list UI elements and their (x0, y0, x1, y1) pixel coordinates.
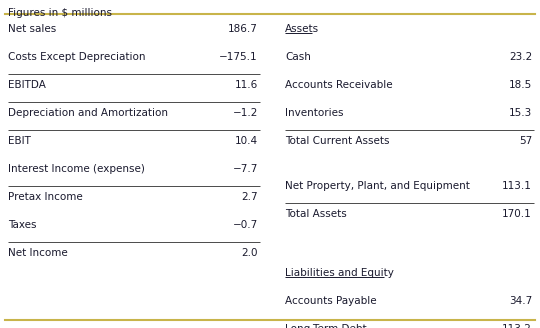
Text: Total Current Assets: Total Current Assets (285, 136, 389, 146)
Text: 23.2: 23.2 (509, 52, 532, 62)
Text: 113.1: 113.1 (502, 181, 532, 191)
Text: 15.3: 15.3 (509, 108, 532, 118)
Text: 57: 57 (519, 136, 532, 146)
Text: Assets: Assets (285, 24, 319, 34)
Text: Cash: Cash (285, 52, 311, 62)
Text: −175.1: −175.1 (219, 52, 258, 62)
Text: Liabilities and Equity: Liabilities and Equity (285, 268, 394, 277)
Text: −0.7: −0.7 (233, 220, 258, 230)
Text: Depreciation and Amortization: Depreciation and Amortization (8, 108, 168, 118)
Text: Costs Except Depreciation: Costs Except Depreciation (8, 52, 145, 62)
Text: Net Income: Net Income (8, 248, 68, 258)
Text: Figures in $ millions: Figures in $ millions (8, 8, 112, 18)
Text: 10.4: 10.4 (235, 136, 258, 146)
Text: 2.0: 2.0 (241, 248, 258, 258)
Text: EBIT: EBIT (8, 136, 31, 146)
Text: 34.7: 34.7 (509, 296, 532, 306)
Text: −1.2: −1.2 (233, 108, 258, 118)
Text: Net Property, Plant, and Equipment: Net Property, Plant, and Equipment (285, 181, 470, 191)
Text: 170.1: 170.1 (502, 209, 532, 219)
Text: Inventories: Inventories (285, 108, 343, 118)
Text: 2.7: 2.7 (241, 192, 258, 202)
Text: 113.2: 113.2 (502, 324, 532, 328)
Text: −7.7: −7.7 (233, 164, 258, 174)
Text: Accounts Receivable: Accounts Receivable (285, 80, 393, 90)
Text: Total Assets: Total Assets (285, 209, 347, 219)
Text: EBITDA: EBITDA (8, 80, 46, 90)
Text: Net sales: Net sales (8, 24, 56, 34)
Text: 186.7: 186.7 (228, 24, 258, 34)
Text: Accounts Payable: Accounts Payable (285, 296, 376, 306)
Text: Long-Term Debt: Long-Term Debt (285, 324, 367, 328)
Text: 11.6: 11.6 (235, 80, 258, 90)
Text: Taxes: Taxes (8, 220, 37, 230)
Text: Pretax Income: Pretax Income (8, 192, 83, 202)
Text: 18.5: 18.5 (509, 80, 532, 90)
Text: Interest Income (expense): Interest Income (expense) (8, 164, 145, 174)
